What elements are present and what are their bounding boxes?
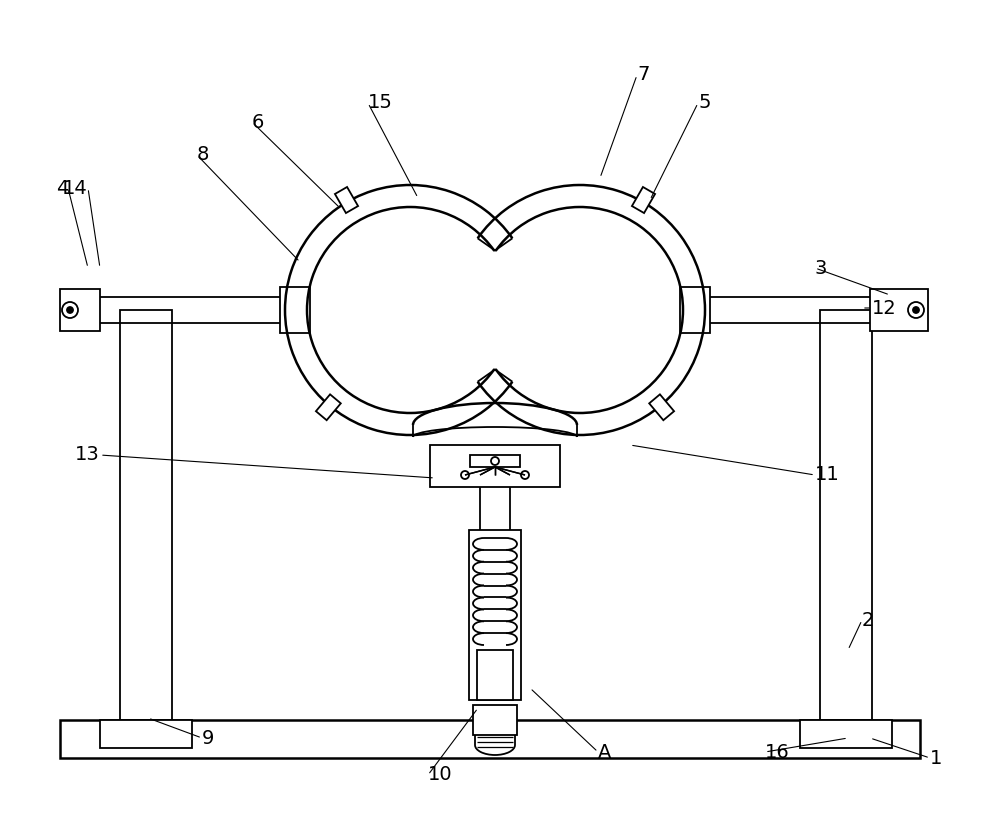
- Circle shape: [908, 302, 924, 318]
- Text: 13: 13: [75, 446, 100, 464]
- Text: 11: 11: [815, 465, 840, 485]
- Text: 6: 6: [252, 112, 264, 132]
- Bar: [60, 289, 100, 331]
- Text: 1: 1: [930, 749, 942, 767]
- Bar: [477, 650, 513, 700]
- Bar: [632, 187, 655, 213]
- Circle shape: [521, 471, 529, 479]
- Bar: [100, 720, 192, 748]
- Bar: [820, 310, 872, 720]
- Bar: [469, 530, 521, 700]
- Circle shape: [62, 302, 78, 318]
- Bar: [316, 395, 341, 420]
- Bar: [60, 720, 920, 758]
- Bar: [870, 289, 928, 331]
- Text: 16: 16: [765, 743, 790, 762]
- Text: 3: 3: [815, 259, 827, 278]
- Text: A: A: [598, 743, 611, 762]
- Text: 9: 9: [202, 728, 214, 748]
- Bar: [430, 445, 560, 487]
- Text: 12: 12: [872, 298, 897, 318]
- Text: 8: 8: [197, 146, 209, 165]
- Bar: [649, 395, 674, 420]
- Bar: [280, 287, 310, 333]
- Text: 2: 2: [862, 610, 874, 630]
- Bar: [120, 310, 172, 720]
- Text: 15: 15: [368, 93, 393, 112]
- Text: 10: 10: [428, 766, 453, 785]
- Circle shape: [67, 307, 73, 313]
- Bar: [470, 455, 520, 467]
- Bar: [680, 287, 710, 333]
- Bar: [800, 720, 892, 748]
- Circle shape: [461, 471, 469, 479]
- Bar: [335, 187, 358, 213]
- Text: 4: 4: [56, 179, 68, 197]
- Circle shape: [491, 457, 499, 465]
- Bar: [473, 705, 517, 735]
- Text: 14: 14: [63, 179, 88, 197]
- Circle shape: [913, 307, 919, 313]
- Text: 7: 7: [637, 66, 649, 84]
- Text: 5: 5: [698, 93, 710, 112]
